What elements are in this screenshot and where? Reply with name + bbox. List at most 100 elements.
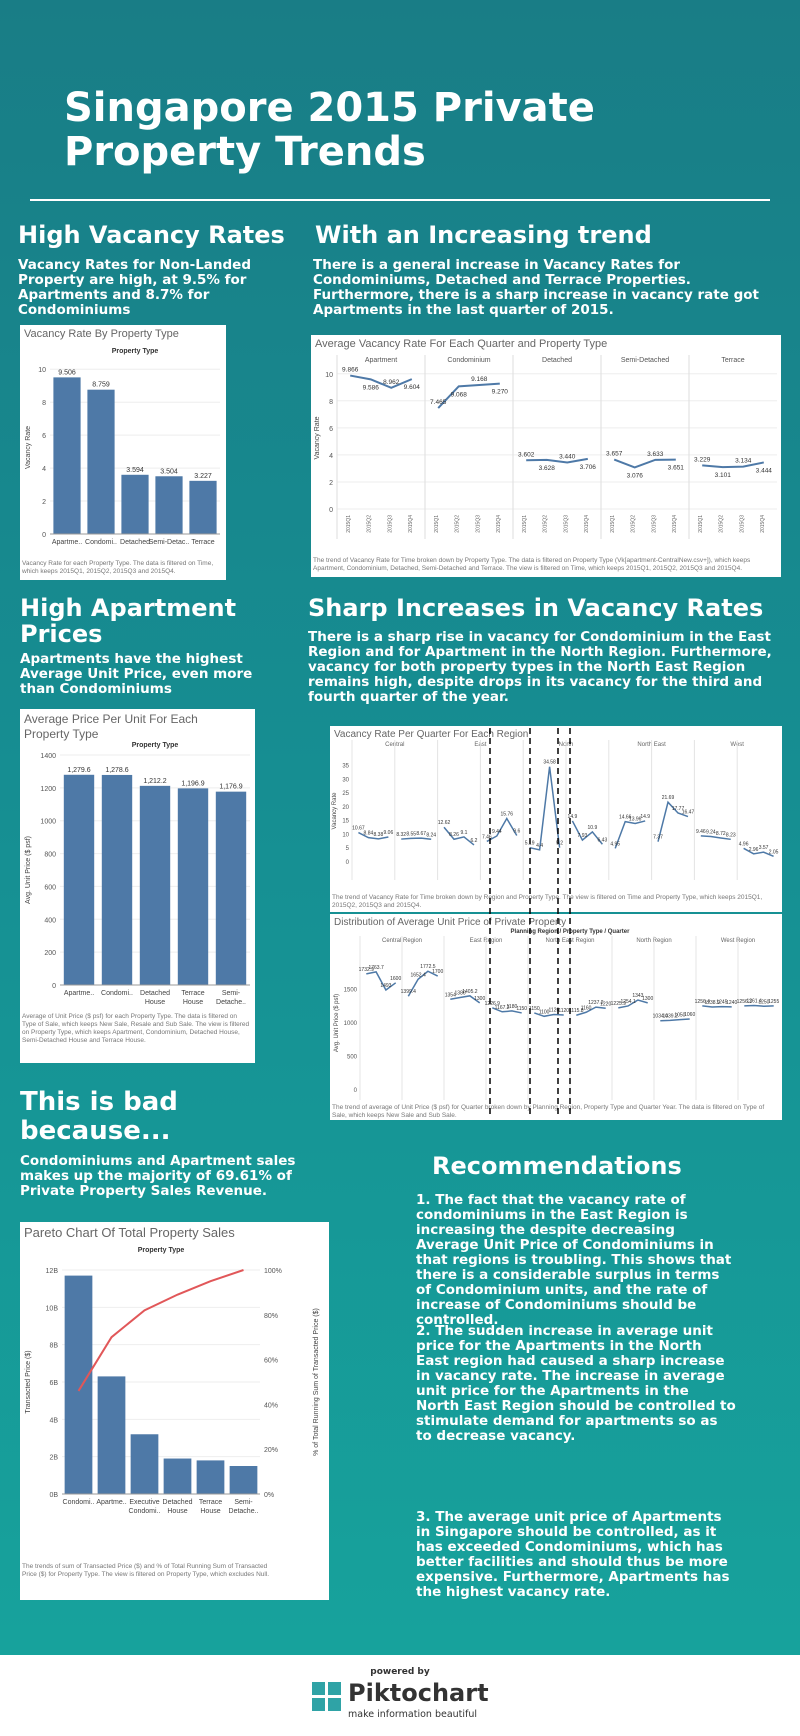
point-label: 1180 <box>507 1004 518 1010</box>
series-line <box>700 835 731 841</box>
point-label: 9.24 <box>706 830 716 836</box>
x-tick-label: 2015Q3 <box>475 515 481 533</box>
point-label: 10.67 <box>352 826 365 832</box>
y-tick-label: 0B <box>49 1492 58 1499</box>
y-tick-label: 0 <box>329 507 333 514</box>
point-label: 1354 <box>445 992 456 998</box>
bar-value-label: 1,278.6 <box>105 767 128 774</box>
trend-title: With an Increasing trend <box>315 221 652 249</box>
vacancy-text: Vacancy Rates for Non-Landed Property ar… <box>18 257 251 318</box>
series-line <box>443 826 475 846</box>
point-label: 21.69 <box>662 795 675 801</box>
y-tick-label: 10B <box>46 1305 59 1312</box>
point-label: 8.23 <box>726 832 736 838</box>
bar <box>130 1434 159 1494</box>
series-line <box>526 457 588 464</box>
x-tick-label: 2015Q3 <box>563 515 569 533</box>
point-label: 7.93 <box>578 833 588 839</box>
x-tick-label: Condomi.. <box>101 990 133 997</box>
y-axis-label: Avg. Unit Price ($ psf) <box>334 994 340 1052</box>
panel-label: Detached <box>542 357 572 364</box>
x-tick-label: 2015Q1 <box>434 515 440 533</box>
powered-by: powered by <box>370 1667 430 1677</box>
x-tick-label: Apartme.. <box>52 539 82 546</box>
chart-caption: The trend of average of Unit Price ($ ps… <box>332 1104 765 1119</box>
x-tick-label: House <box>145 999 165 1006</box>
y-tick-label: 2 <box>329 480 333 487</box>
point-label: 3.134 <box>735 458 752 465</box>
y-tick-label: 15 <box>342 819 349 825</box>
y-tick-label: 0 <box>346 860 350 866</box>
point-label: 3.602 <box>518 451 535 458</box>
point-label: 1600 <box>390 976 401 982</box>
x-tick-label: 2015Q4 <box>496 515 502 533</box>
chart-subtitle: Property Type <box>138 1247 185 1254</box>
point-label: 3.657 <box>606 451 623 458</box>
series-line <box>702 461 765 469</box>
series-line <box>743 847 774 858</box>
prices-text: Apartments have the highest Average Unit… <box>20 651 253 697</box>
y-tick-label: 6B <box>49 1380 58 1387</box>
bar <box>177 788 209 985</box>
point-label: 1700 <box>432 969 443 975</box>
point-label: 10.9 <box>588 825 598 831</box>
x-tick-label: Condomi.. <box>63 1499 95 1506</box>
point-label: 9.604 <box>404 384 421 391</box>
recommendation-item: 3. The average unit price of Apartments … <box>416 1509 730 1600</box>
chart-caption: Average of Unit Price ($ psf) for each P… <box>22 1013 250 1044</box>
point-label: 1405.2 <box>462 989 478 995</box>
point-label: 8.55 <box>406 831 416 837</box>
panel-label: Apartment <box>365 357 397 364</box>
point-label: 15.76 <box>501 812 514 818</box>
point-label: 1261.4 <box>746 998 762 1004</box>
series-line <box>350 374 413 389</box>
point-label: 3.076 <box>627 472 644 479</box>
point-label: 1115.8 <box>569 1008 584 1014</box>
point-label: 3.101 <box>715 472 732 479</box>
panel-label: Condominium <box>447 357 490 364</box>
y-tick-label: 10 <box>325 372 333 379</box>
recommendation-item: 1. The fact that the vacancy rate of con… <box>416 1192 732 1328</box>
point-label: 8.72 <box>716 831 726 837</box>
point-label: 9.866 <box>342 367 359 374</box>
y2-tick-label: 40% <box>264 1402 278 1409</box>
chart-title: Pareto Chart Of Total Property Sales <box>24 1225 235 1240</box>
y-tick-label: 25 <box>342 791 349 797</box>
point-label: 4.4 <box>536 843 543 849</box>
y-tick-label: 6 <box>42 433 46 440</box>
x-tick-label: Executive <box>129 1499 159 1506</box>
x-tick-label: Condomi.. <box>85 539 117 546</box>
x-tick-label: Semi- <box>222 990 241 997</box>
point-label: 8.26 <box>449 832 459 838</box>
x-tick-label: 2015Q2 <box>543 515 549 533</box>
point-label: 5.19 <box>525 841 535 847</box>
vacancy-quarterly-chart: Average Vacancy Rate For Each Quarter an… <box>311 335 781 577</box>
point-label: 1034.4 <box>653 1014 669 1020</box>
point-label: 3.57 <box>759 845 769 851</box>
y-axis-label: Vacancy Rate <box>25 426 32 469</box>
y2-tick-label: 100% <box>264 1268 282 1275</box>
y-tick-label: 6 <box>329 426 333 433</box>
x-tick-label: Semi- <box>234 1499 253 1506</box>
page-title-line2: Property Trends <box>64 129 426 175</box>
point-label: 34.58 <box>543 760 556 766</box>
price-region-chart: Distribution of Average Unit Price of Pr… <box>330 914 782 1120</box>
x-tick-label: 2015Q2 <box>455 515 461 533</box>
point-label: 1732.9 <box>359 967 375 973</box>
series-line <box>613 458 676 469</box>
point-label: 2.96 <box>749 847 759 853</box>
bar <box>155 476 183 534</box>
series-line <box>401 837 432 841</box>
point-label: 4.96 <box>739 841 749 847</box>
point-label: 13.96 <box>629 817 642 823</box>
point-label: 1343 <box>632 993 643 999</box>
bar <box>196 1460 225 1494</box>
x-tick-label: House <box>200 1508 220 1515</box>
bar <box>189 480 217 534</box>
bad-title-line2: because... <box>20 1116 171 1146</box>
chart-caption: The trend of Vacancy Rate for Time broke… <box>332 894 763 909</box>
point-label: 9.6 <box>513 829 520 835</box>
x-tick-label: Detached <box>120 539 150 546</box>
y-tick-label: 10 <box>342 832 349 838</box>
y-tick-label: 2B <box>49 1455 58 1462</box>
